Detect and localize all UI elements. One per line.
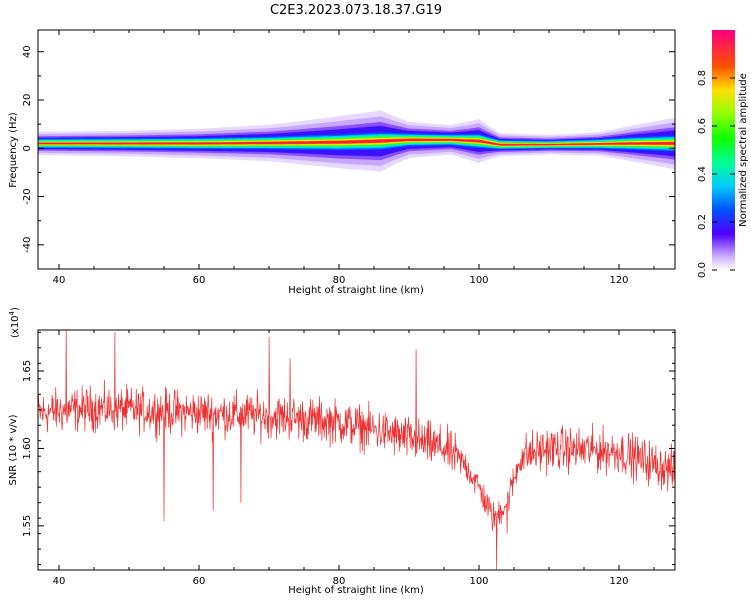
snr-y-tick-label: 1.65 [22,360,33,382]
colorbar-tick-label: 0.4 [697,166,708,182]
colorbar-tick-label: 0.2 [697,214,708,230]
colorbar: 0.0 0.2 0.4 0.6 0.8 Normalized spectral ampl… [697,30,749,278]
colorbar-tick-label: 0.6 [697,118,708,134]
snr-y-ticks: 1.65 1.60 1.55 [22,331,675,566]
spectrogram-x-tick-label: 80 [333,275,346,286]
colorbar-tick-label: 0.8 [697,70,708,86]
snr-y-axis-label: SNR (10 * v/v) [8,414,19,485]
snr-frame [37,329,676,571]
snr-x-tick-label: 100 [469,576,488,587]
spectrogram-y-axis-label: Frequency (Hz) [8,112,19,188]
snr-x-tick-label: 60 [193,576,206,587]
spectrogram-x-tick-label: 60 [193,275,206,286]
spectrogram-band-11 [38,139,675,146]
spectrogram-panel: 40 60 80 100 120 40 20 0 -20 -40 Height of strai… [8,29,676,296]
colorbar-tick-label: 0.0 [697,262,708,278]
spectrogram-y-tick-label: 20 [22,94,33,107]
spectrogram-marks [38,110,675,172]
spectrogram-y-tick-label: 0 [22,145,33,151]
snr-x-tick-label: 80 [333,576,346,587]
colorbar-gradient [712,30,735,270]
spectrogram-x-ticks: 40 60 80 100 120 [53,30,655,286]
spectrogram-x-tick-label: 120 [609,275,628,286]
snr-series-line [38,330,675,570]
snr-axis-multiplier: (x104) [8,307,21,338]
snr-x-axis-label: Height of straight line (km) [288,585,424,596]
spectrogram-y-tick-label: -20 [22,188,33,204]
snr-x-ticks: 40 60 80 100 120 [53,330,655,587]
colorbar-ticks: 0.0 0.2 0.4 0.6 0.8 [697,70,735,278]
chart-title: C2E3.2023.073.18.37.G19 [270,3,442,18]
spectrogram-x-tick-label: 40 [53,275,66,286]
spectrogram-y-tick-label: 40 [22,45,33,58]
spectrogram-frame [37,29,676,270]
snr-marks [38,330,675,570]
spectrogram-x-tick-label: 100 [469,275,488,286]
snr-x-tick-label: 120 [609,576,628,587]
snr-y-tick-label: 1.60 [22,437,33,459]
spectrogram-x-axis-label: Height of straight line (km) [288,285,424,296]
colorbar-label: Normalized spectral amplitude [738,73,749,227]
snr-y-tick-label: 1.55 [22,515,33,537]
spectrogram-y-ticks: 40 20 0 -20 -40 [22,45,675,270]
spectrogram-y-tick-label: -40 [22,237,33,253]
snr-x-tick-label: 40 [53,576,66,587]
snr-panel: 40 60 80 100 120 1.65 1.60 1.55 Height of stra… [8,307,676,596]
